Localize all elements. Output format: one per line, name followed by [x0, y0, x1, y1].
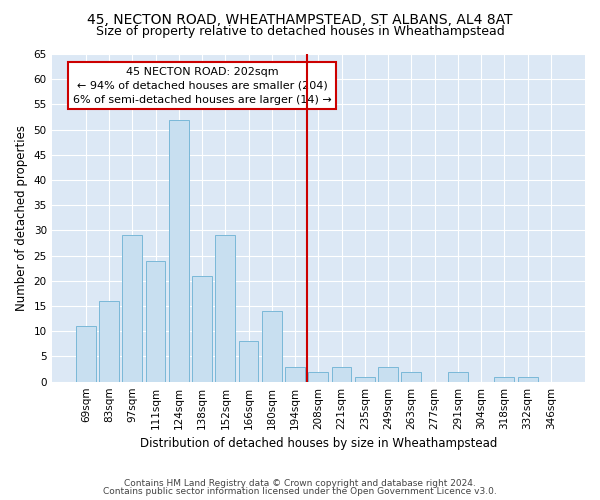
- Bar: [401, 372, 421, 382]
- Text: Contains public sector information licensed under the Open Government Licence v3: Contains public sector information licen…: [103, 487, 497, 496]
- Bar: [169, 120, 188, 382]
- Text: Contains HM Land Registry data © Crown copyright and database right 2024.: Contains HM Land Registry data © Crown c…: [124, 478, 476, 488]
- Bar: [192, 276, 212, 382]
- Bar: [285, 366, 305, 382]
- Bar: [518, 376, 538, 382]
- Bar: [146, 260, 166, 382]
- Bar: [99, 301, 119, 382]
- Bar: [308, 372, 328, 382]
- Bar: [122, 236, 142, 382]
- Bar: [239, 342, 259, 382]
- Bar: [494, 376, 514, 382]
- Text: 45 NECTON ROAD: 202sqm
← 94% of detached houses are smaller (204)
6% of semi-det: 45 NECTON ROAD: 202sqm ← 94% of detached…: [73, 66, 331, 104]
- Bar: [332, 366, 352, 382]
- Bar: [378, 366, 398, 382]
- Text: 45, NECTON ROAD, WHEATHAMPSTEAD, ST ALBANS, AL4 8AT: 45, NECTON ROAD, WHEATHAMPSTEAD, ST ALBA…: [87, 12, 513, 26]
- Bar: [448, 372, 468, 382]
- Bar: [355, 376, 375, 382]
- Bar: [215, 236, 235, 382]
- Bar: [262, 311, 282, 382]
- Y-axis label: Number of detached properties: Number of detached properties: [15, 125, 28, 311]
- Text: Size of property relative to detached houses in Wheathampstead: Size of property relative to detached ho…: [95, 25, 505, 38]
- X-axis label: Distribution of detached houses by size in Wheathampstead: Distribution of detached houses by size …: [140, 437, 497, 450]
- Bar: [76, 326, 95, 382]
